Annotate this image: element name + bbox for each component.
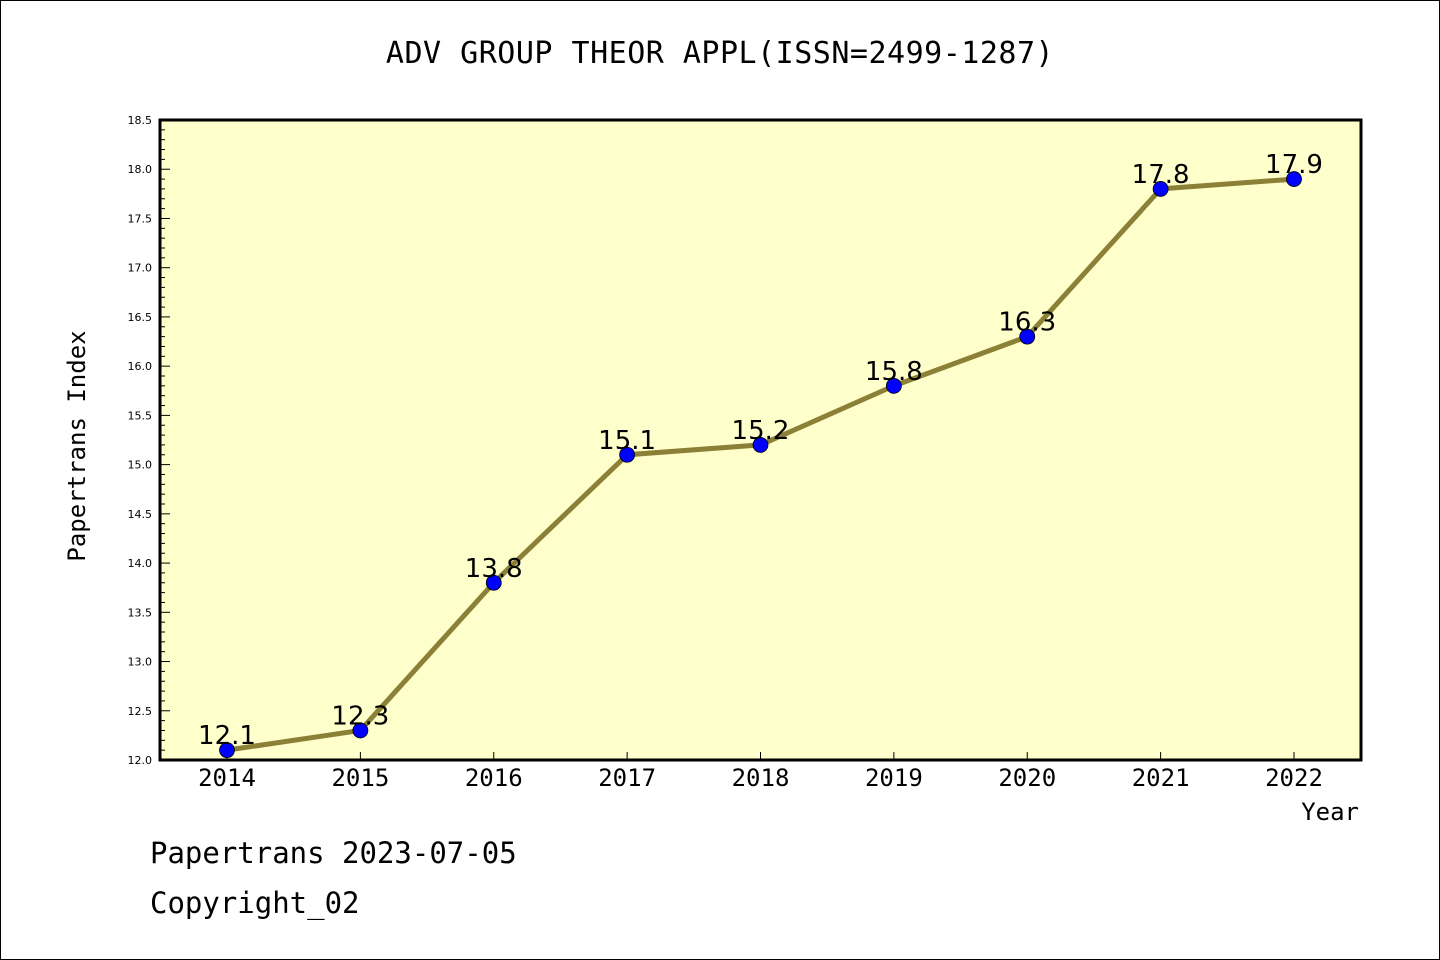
x-tick-label: 2015	[331, 764, 389, 792]
data-labels: 12.1 12.3 13.8 15.1 15.2 15.8 16.3 17.8 17.9	[198, 150, 1323, 751]
data-label: 17.9	[1265, 150, 1323, 180]
x-tick-label: 2018	[732, 764, 790, 792]
data-point-marker	[1286, 171, 1302, 187]
data-label: 13.8	[465, 554, 523, 584]
data-point-marker	[219, 742, 235, 759]
x-tick-label: 2016	[465, 764, 523, 792]
data-point-marker	[485, 574, 502, 591]
x-tick-label: 2020	[998, 764, 1056, 792]
x-tick-label: 2019	[865, 764, 923, 792]
y-tick-label: 17.0	[128, 262, 153, 275]
plot-border	[158, 118, 1363, 762]
data-label: 15.1	[598, 426, 656, 456]
footer-date: Papertrans 2023-07-05	[150, 836, 517, 870]
x-tick-label: 2014	[198, 764, 256, 792]
data-label: 16.3	[998, 308, 1056, 338]
x-tick-labels: 2014 2015 2016 2017 2018 2019 2020 2021 2022	[198, 764, 1323, 792]
data-label: 12.1	[198, 721, 256, 751]
x-axis-label: Year	[1301, 798, 1359, 826]
x-tick-label: 2022	[1265, 764, 1323, 792]
data-label: 15.8	[865, 357, 923, 387]
data-point-marker	[1152, 181, 1169, 197]
data-point-marker	[619, 446, 636, 463]
y-tick-label: 12.0	[128, 754, 153, 767]
y-tick-label: 17.5	[128, 212, 153, 225]
y-tick-label: 15.0	[128, 459, 153, 472]
data-markers	[219, 171, 1302, 759]
y-tick-labels: 12.0 12.5 13.0 13.5 14.0 14.5 15.0 15.5 16.0 16.5…	[128, 114, 153, 767]
y-tick-label: 16.5	[128, 311, 153, 324]
x-tick-label: 2021	[1132, 764, 1190, 792]
y-tick-label: 14.5	[128, 508, 153, 521]
chart-title: ADV GROUP THEOR APPL(ISSN=2499-1287)	[385, 36, 1055, 71]
y-tick-label: 13.5	[128, 606, 153, 619]
y-tick-label: 16.0	[128, 360, 153, 373]
data-point-marker	[885, 377, 902, 394]
y-axis-label: Papertrans Index	[63, 330, 91, 561]
y-tick-label: 18.0	[128, 163, 153, 176]
y-tick-label: 15.5	[128, 409, 153, 422]
x-tick-label: 2017	[598, 764, 656, 792]
y-tick-label: 14.0	[128, 557, 153, 570]
data-point-marker	[1019, 328, 1036, 345]
data-label: 15.2	[732, 416, 790, 446]
y-tick-label: 13.0	[128, 656, 153, 669]
data-label: 17.8	[1132, 160, 1190, 190]
data-point-marker	[752, 437, 769, 453]
data-point-marker	[352, 722, 369, 739]
y-tick-label: 18.5	[128, 114, 153, 127]
footer-copyright: Copyright_02	[150, 886, 360, 920]
data-label: 12.3	[331, 701, 389, 731]
y-tick-label: 12.5	[128, 705, 153, 718]
